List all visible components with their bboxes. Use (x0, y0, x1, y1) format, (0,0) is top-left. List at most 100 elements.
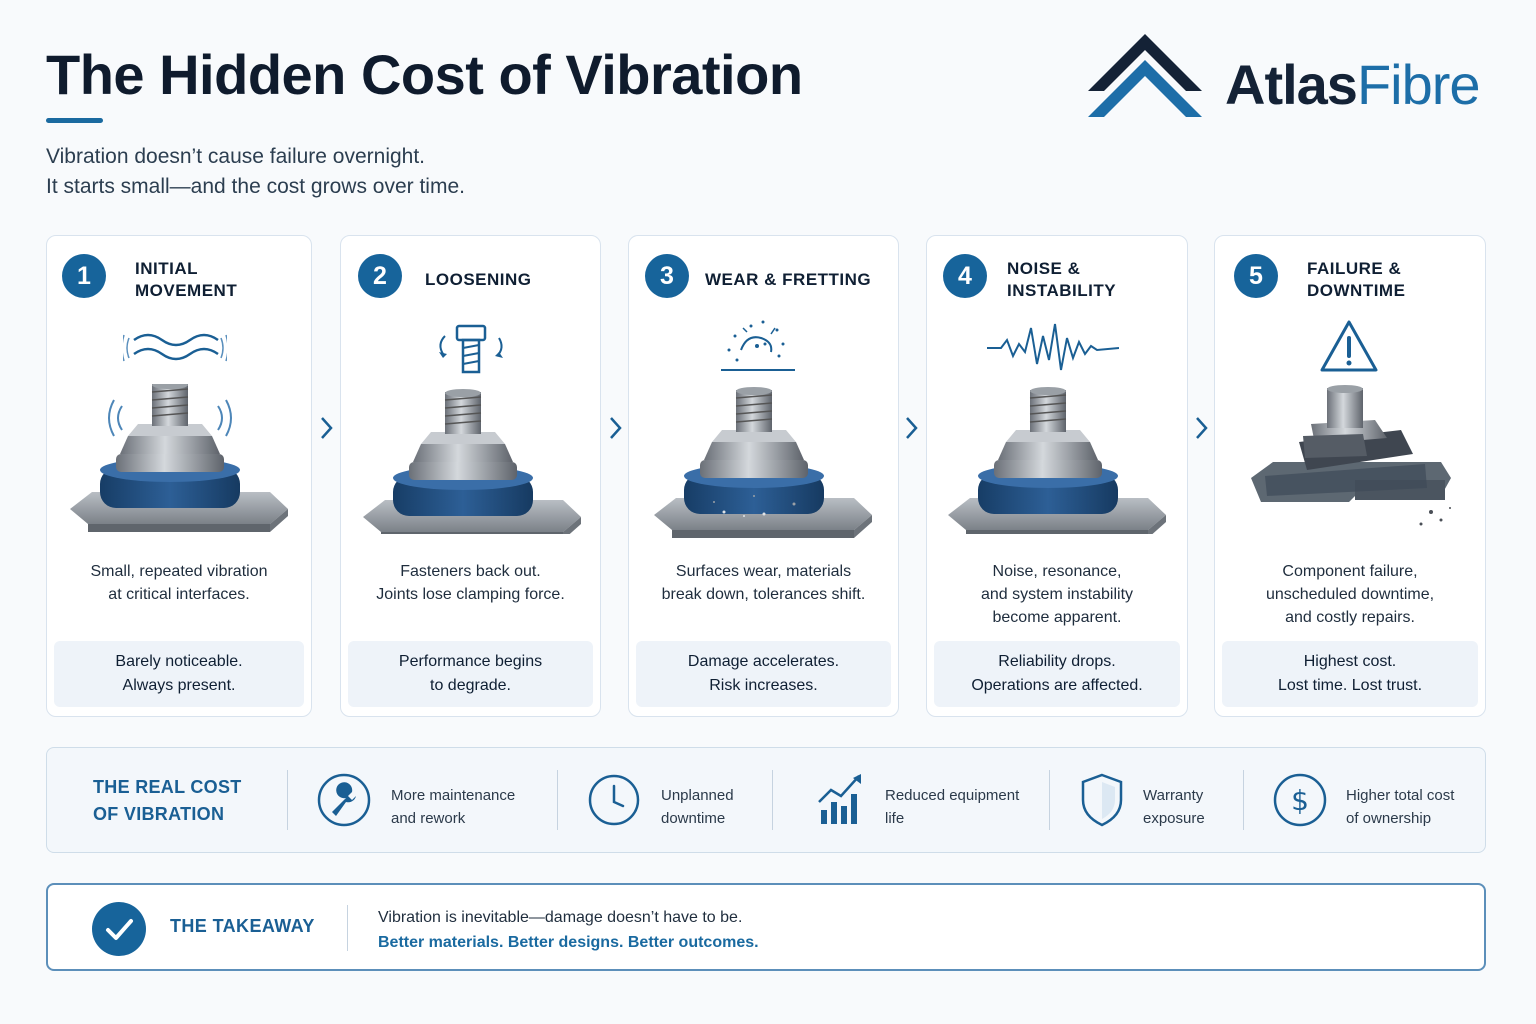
cost-label-line: Higher total cost (1346, 787, 1455, 804)
step-impact-box: Reliability drops. Operations are affect… (934, 641, 1180, 707)
divider (557, 770, 558, 830)
step-title-line: FAILURE & (1307, 259, 1402, 278)
loose-bolt-icon (439, 324, 503, 374)
step-title-line: LOOSENING (425, 270, 532, 289)
step-impact-box: Performance begins to degrade. (348, 641, 593, 707)
impact-line: Damage accelerates. (687, 653, 840, 670)
impact-line: Performance begins (398, 653, 543, 670)
step-number: 2 (358, 254, 402, 298)
worn-bolt-assembly-image (654, 386, 873, 539)
impact-line: Lost time. Lost trust. (1277, 677, 1423, 694)
takeaway-highlight: Better materials. Better designs. Better… (378, 934, 759, 951)
warning-icon (1320, 320, 1378, 372)
step-impact-box: Barely noticeable. Always present. (54, 641, 304, 707)
cost-label-line: Reduced equipment (885, 787, 1020, 804)
cost-label-line: Warranty (1143, 787, 1204, 804)
impact-line: Reliability drops. (998, 653, 1116, 670)
takeaway-panel: THE TAKEAWAY Vibration is inevitable—dam… (46, 883, 1486, 971)
dollar-icon: $ (1273, 773, 1327, 827)
step-title: NOISE & INSTABILITY (1007, 258, 1116, 302)
step-title-line: INITIAL (135, 259, 198, 278)
subtitle-line: Vibration doesn’t cause failure overnigh… (46, 145, 426, 168)
cost-label-line: More maintenance (391, 787, 516, 804)
cost-label-line: exposure (1143, 810, 1205, 827)
takeaway-text: Vibration is inevitable—damage doesn’t h… (378, 909, 743, 926)
step-description: Component failure, unscheduled downtime,… (1215, 560, 1485, 629)
impact-line: Risk increases. (709, 677, 818, 694)
step-title-line: NOISE & (1007, 259, 1081, 278)
desc-line: unscheduled downtime, (1265, 586, 1435, 603)
logo-wordmark: AtlasFibre (1225, 52, 1481, 117)
desc-line: at critical interfaces. (108, 586, 250, 603)
chevron-right-icon (906, 417, 918, 439)
cost-label-line: and rework (391, 810, 466, 827)
step-title: FAILURE & DOWNTIME (1307, 258, 1405, 302)
step-impact-box: Highest cost. Lost time. Lost trust. (1222, 641, 1478, 707)
step-card-wear-fretting: 3 WEAR & FRETTING Surfaces wear, materia… (628, 235, 899, 717)
divider (772, 770, 773, 830)
noise-waveform-icon (987, 323, 1119, 371)
step-description: Fasteners back out. Joints lose clamping… (341, 560, 600, 606)
step-number: 4 (943, 254, 987, 298)
clock-icon (588, 774, 640, 826)
desc-line: Fasteners back out. (400, 563, 541, 580)
real-cost-title: THE REAL COST OF VIBRATION (93, 774, 242, 828)
step-title-line: WEAR & FRETTING (705, 270, 872, 289)
step-description: Small, repeated vibration at critical in… (47, 560, 311, 606)
step-title: LOOSENING (425, 269, 532, 291)
cost-item-label: Higher total cost of ownership (1346, 784, 1454, 830)
desc-line: and costly repairs. (1285, 609, 1415, 626)
impact-line: Highest cost. (1303, 653, 1397, 670)
takeaway-title: THE TAKEAWAY (170, 916, 315, 936)
divider (287, 770, 288, 830)
desc-line: Surfaces wear, materials (675, 563, 852, 580)
step-number: 1 (62, 254, 106, 298)
desc-line: Component failure, (1282, 563, 1418, 580)
step-card-initial-movement: 1 INITIAL MOVEMENT Small, repeated vibra… (46, 235, 312, 717)
desc-line: Joints lose clamping force. (376, 586, 565, 603)
svg-text:$: $ (1291, 784, 1309, 817)
step-description: Noise, resonance, and system instability… (927, 560, 1187, 629)
divider (347, 905, 348, 951)
page-subtitle: Vibration doesn’t cause failure overnigh… (46, 142, 465, 202)
step-description: Surfaces wear, materials break down, tol… (629, 560, 898, 606)
impact-line: Barely noticeable. (115, 653, 243, 670)
desc-line: break down, tolerances shift. (661, 586, 866, 603)
cost-label-line: downtime (661, 810, 726, 827)
cost-label-line: life (885, 810, 905, 827)
cost-item-label: Reduced equipment life (885, 784, 1019, 830)
bolt-assembly-image (70, 384, 289, 533)
title-underline (46, 118, 103, 123)
cost-item-label: Unplanned downtime (661, 784, 734, 830)
divider (1243, 770, 1244, 830)
cost-label-line: Unplanned (661, 787, 734, 804)
subtitle-line: It starts small—and the cost grows over … (46, 175, 465, 198)
cost-item-label: Warranty exposure (1143, 784, 1205, 830)
step-number: 3 (645, 254, 689, 298)
chart-icon (818, 774, 861, 824)
shield-icon (1081, 773, 1123, 827)
step-card-loosening: 2 LOOSENING Fasteners back out. Joints l… (340, 235, 601, 717)
cost-label-line: of ownership (1346, 810, 1432, 827)
desc-line: become apparent. (992, 609, 1122, 626)
fretting-particles-icon (721, 320, 795, 371)
step-number: 5 (1234, 254, 1278, 298)
impact-line: to degrade. (430, 677, 511, 694)
desc-line: Noise, resonance, (992, 563, 1122, 580)
check-icon (92, 902, 146, 956)
bolt-assembly-image (948, 386, 1167, 534)
step-title-line: DOWNTIME (1307, 281, 1406, 300)
cost-item-label: More maintenance and rework (391, 784, 515, 830)
vibration-wave-icon (123, 333, 227, 362)
chevron-right-icon (1196, 417, 1208, 439)
bolt-assembly-image (363, 388, 582, 534)
chevron-right-icon (610, 417, 622, 439)
real-cost-title-line: THE REAL COST (93, 777, 242, 797)
failed-bolt-assembly-image (1251, 385, 1451, 526)
step-title-line: MOVEMENT (135, 281, 238, 300)
real-cost-title-line: OF VIBRATION (93, 804, 225, 824)
step-card-noise-instability: 4 NOISE & INSTABILITY Noise, resonance, … (926, 235, 1188, 717)
step-title: WEAR & FRETTING (705, 269, 871, 291)
step-title-line: INSTABILITY (1007, 281, 1117, 300)
step-title: INITIAL MOVEMENT (135, 258, 237, 302)
